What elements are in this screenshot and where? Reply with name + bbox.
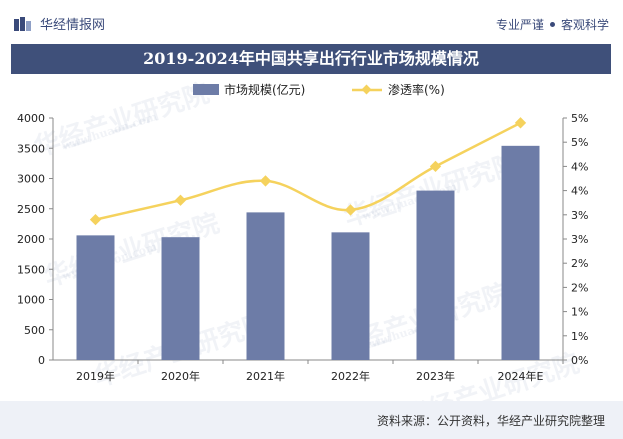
bar — [76, 235, 115, 360]
brand-logo-icon — [14, 16, 31, 31]
tagline-1: 专业严谨 — [495, 18, 544, 32]
y-right-tick-label: 2% — [571, 281, 588, 294]
legend-bar-swatch — [193, 84, 219, 95]
legend-bar-label: 市场规模(亿元) — [224, 82, 305, 97]
x-tick-label: 2020年 — [161, 369, 200, 383]
y-left-tick-label: 4000 — [17, 112, 45, 125]
bar — [416, 190, 455, 360]
chart-area: 0 500 1000 1500 2000 2500 3000 3500 4000 0% 1% 1% 2%… — [17, 82, 588, 383]
y-right-tick-label: 5% — [571, 136, 588, 149]
bar — [246, 212, 285, 360]
y-right-tick-label: 4% — [571, 160, 588, 173]
line-point — [259, 175, 272, 187]
line-point — [429, 160, 442, 173]
x-tick-label: 2024年E — [498, 369, 544, 383]
line-point — [514, 117, 527, 129]
bar — [331, 232, 370, 360]
y-right-tick-label: 3% — [571, 233, 588, 246]
y-right-tick-label: 2% — [571, 257, 588, 270]
brand: 华经情报网 — [14, 14, 105, 33]
bar — [501, 145, 540, 360]
y-right-tick-label: 1% — [571, 330, 588, 343]
footer-bar — [0, 401, 623, 439]
y-left-tick-label: 1000 — [17, 294, 45, 307]
tagline: 专业严谨 客观科学 — [496, 16, 609, 33]
x-tick-label: 2019年 — [76, 369, 115, 383]
bar — [161, 237, 200, 360]
brand-name: 华经情报网 — [40, 18, 106, 33]
y-right-tick-label: 5% — [571, 112, 588, 125]
y-right-tick-label: 4% — [571, 185, 588, 198]
y-left-tick-label: 1500 — [17, 263, 45, 276]
tagline-separator-icon — [549, 22, 555, 27]
y-left-tick-label: 2500 — [17, 203, 45, 216]
y-left-tick-label: 500 — [24, 324, 45, 337]
y-left-tick-label: 0 — [38, 354, 45, 367]
y-left-tick-label: 3500 — [17, 142, 45, 155]
line-point — [89, 213, 102, 226]
legend-line-marker — [361, 84, 372, 95]
top-bar: 华经情报网 专业严谨 客观科学 — [0, 0, 623, 44]
chart-title: 2019-2024年中国共享出行行业市场规模情况 — [11, 44, 611, 74]
y-left-tick-label: 3000 — [17, 173, 45, 186]
x-tick-label: 2022年 — [331, 369, 370, 383]
x-tick-label: 2023年 — [416, 369, 455, 383]
line-point — [344, 204, 357, 216]
line-point — [174, 194, 187, 206]
legend-line-label: 渗透率(%) — [388, 82, 445, 97]
tagline-2: 客观科学 — [560, 18, 609, 32]
y-right-tick-label: 1% — [571, 306, 588, 319]
y-right-tick-label: 3% — [571, 209, 588, 222]
x-tick-label: 2021年 — [246, 369, 285, 383]
y-right-tick-label: 0% — [571, 354, 588, 367]
source-note: 资料来源：公开资料，华经产业研究院整理 — [376, 414, 605, 428]
penetration-line — [95, 121, 522, 221]
y-left-tick-label: 2000 — [17, 233, 45, 246]
